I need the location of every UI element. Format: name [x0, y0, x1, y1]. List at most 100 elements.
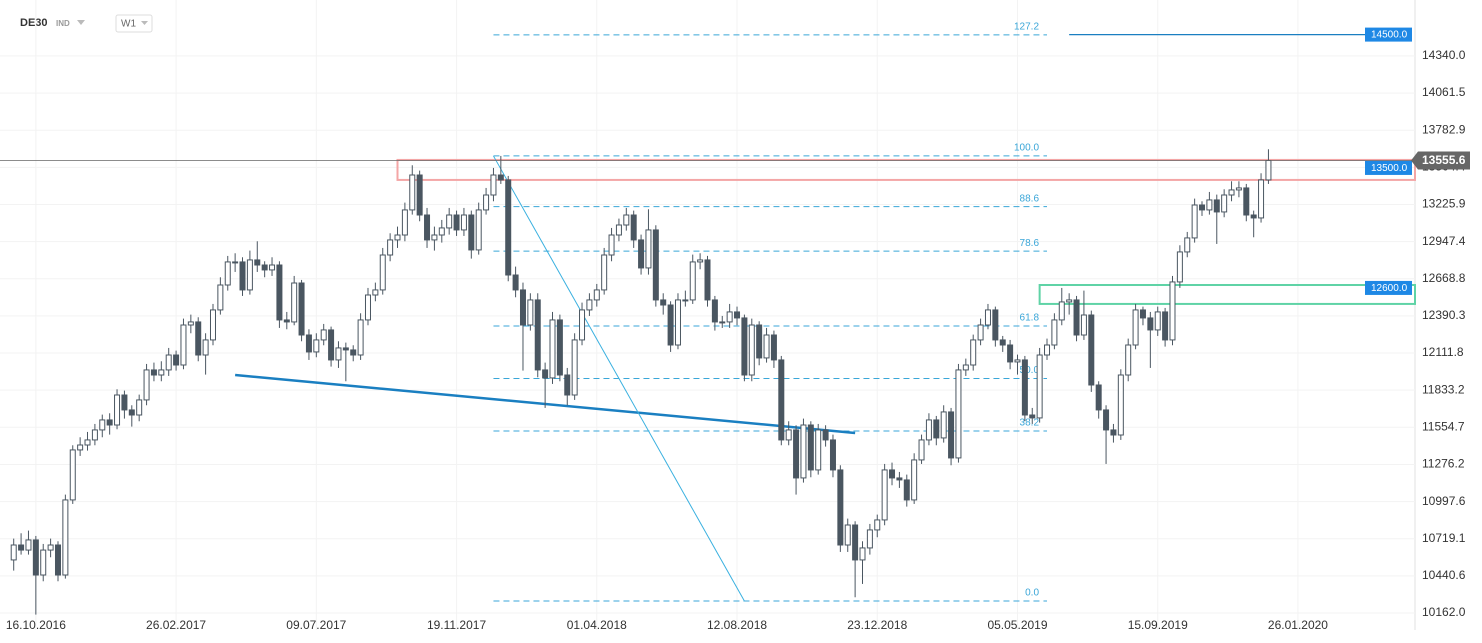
candle-body — [25, 539, 32, 551]
candle-body — [187, 321, 194, 326]
candle-body — [741, 317, 748, 376]
candle-body — [940, 411, 947, 439]
candle-body — [793, 429, 800, 479]
candle-body — [173, 354, 180, 366]
candle-body — [1176, 251, 1183, 283]
candle-body — [785, 429, 792, 441]
candle-body — [217, 284, 224, 311]
candle-body — [512, 274, 519, 291]
y-tick-label: 11833.2 — [1422, 382, 1465, 396]
candle-body — [114, 394, 121, 426]
candle-body — [925, 419, 932, 441]
candle-body — [490, 174, 497, 196]
dropdown-arrow[interactable] — [141, 21, 148, 25]
candle-body — [364, 294, 371, 321]
candle-body — [586, 299, 593, 311]
dropdown-arrow[interactable] — [77, 20, 85, 25]
candle-body — [697, 259, 704, 263]
y-tick-label: 10162.0 — [1422, 605, 1466, 619]
y-tick-label: 12668.8 — [1422, 271, 1466, 285]
candle-body — [1044, 344, 1051, 356]
candle-body — [121, 394, 128, 411]
candle-body — [291, 282, 298, 323]
candle-body — [763, 334, 770, 359]
candle-body — [320, 329, 327, 341]
candle-body — [69, 449, 76, 501]
y-tick-label: 12947.4 — [1422, 234, 1466, 248]
candle-body — [158, 369, 165, 376]
market[interactable]: IND — [56, 19, 70, 28]
candle-body — [674, 299, 681, 346]
candle-body — [424, 214, 431, 241]
candle-body — [1162, 311, 1169, 341]
candle-body — [232, 261, 239, 264]
candle-body — [593, 289, 600, 301]
candle-body — [1243, 187, 1250, 216]
candle-body — [1250, 214, 1257, 219]
candle-body — [276, 264, 283, 321]
candle-body — [770, 334, 777, 361]
candle-body — [1117, 374, 1124, 436]
candle-body — [313, 339, 320, 353]
candle-body — [497, 174, 504, 181]
candle-body — [881, 469, 888, 521]
candle-body — [298, 282, 305, 336]
candle-body — [800, 424, 807, 479]
candle-body — [756, 324, 763, 359]
candle-body — [372, 289, 379, 296]
candle-body — [84, 439, 91, 446]
candle-body — [150, 369, 157, 376]
current-price-box — [1411, 151, 1470, 170]
candle-body — [409, 174, 416, 211]
candle-body — [1066, 299, 1073, 303]
candle-body — [1206, 199, 1213, 211]
candle-body — [195, 321, 202, 356]
candle-body — [165, 354, 172, 371]
candle-body — [660, 299, 667, 306]
x-tick-label: 15.09.2019 — [1128, 618, 1188, 632]
candle-body — [438, 227, 445, 236]
timeframe[interactable]: W1 — [121, 19, 136, 30]
candle-body — [1191, 204, 1198, 239]
candle-body — [32, 539, 39, 576]
fib-label: 127.2 — [1014, 22, 1039, 33]
candle-body — [283, 319, 290, 323]
y-tick-label: 14061.5 — [1422, 85, 1466, 99]
candle-body — [47, 544, 54, 551]
candle-body — [645, 229, 652, 269]
candle-body — [209, 309, 216, 341]
price-label-box — [1365, 27, 1412, 42]
y-tick-label: 11276.2 — [1422, 457, 1465, 471]
candle-body — [62, 499, 69, 576]
candle-body — [992, 309, 999, 341]
y-tick-label: 10719.1 — [1422, 531, 1466, 545]
candle-body — [549, 319, 556, 379]
candle-body — [401, 209, 408, 236]
y-tick-label: 10997.6 — [1422, 494, 1466, 508]
candle-body — [1184, 237, 1191, 253]
candle-body — [1051, 319, 1058, 346]
candle-body — [682, 299, 689, 302]
candle-body — [136, 399, 143, 416]
symbol: DE30 — [20, 17, 48, 29]
candle-body — [748, 324, 755, 376]
candle-body — [77, 444, 84, 451]
candle-body — [911, 459, 918, 501]
fib-label: 78.6 — [1020, 238, 1040, 249]
candle-body — [933, 419, 940, 439]
fib-label: 38.2 — [1020, 418, 1040, 429]
candle-body — [571, 339, 578, 396]
zone — [396, 158, 1416, 181]
candle-body — [350, 349, 357, 356]
y-tick-label: 10440.6 — [1422, 568, 1466, 582]
candle-body — [689, 261, 696, 301]
candle-body — [342, 347, 349, 351]
candle-body — [534, 299, 541, 371]
candle-body — [261, 264, 268, 271]
candle-body — [1221, 194, 1228, 213]
timeframe-box[interactable] — [115, 14, 153, 33]
price-label: 14500.0 — [1371, 30, 1408, 41]
candle-body — [239, 261, 246, 291]
price-label: 12600.0 — [1371, 283, 1408, 294]
candle-body — [778, 359, 785, 441]
